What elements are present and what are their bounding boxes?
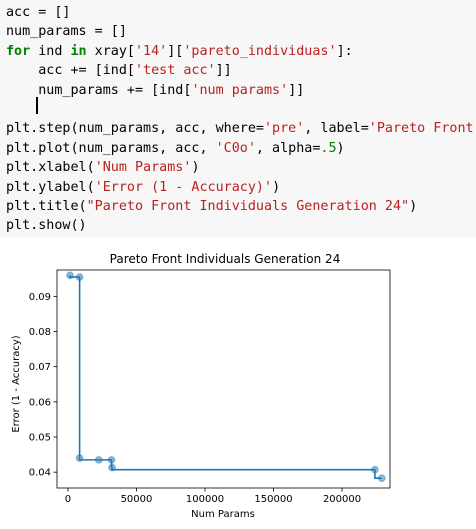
y-tick-label: 0.06 [29, 397, 51, 408]
code-token: , alpha= [255, 140, 321, 156]
code-token: ]: [336, 43, 353, 59]
code-token: ) [272, 179, 281, 195]
x-tick-label: 200000 [323, 494, 361, 505]
y-tick-label: 0.07 [29, 362, 51, 373]
data-point [75, 273, 84, 281]
code-token: ind [30, 43, 71, 59]
code-line [6, 100, 476, 119]
code-token: , label= [304, 121, 369, 137]
code-line: plt.ylabel('Error (1 - Accuracy)') [6, 178, 476, 197]
x-tick-label: 50000 [121, 494, 153, 505]
code-token: plt.title( [6, 198, 87, 214]
code-token: ) [409, 198, 418, 214]
code-token: 'Pareto Front' [368, 121, 476, 137]
code-token: plt.step(num_params, acc, where= [6, 121, 264, 137]
y-tick-label: 0.08 [29, 327, 51, 338]
code-token: plt.plot(num_params, acc, [6, 140, 216, 156]
code-token: 'Error (1 - Accuracy)' [94, 179, 273, 195]
code-token: 'Num Params' [94, 160, 192, 176]
y-tick-label: 0.04 [29, 468, 51, 479]
y-tick-label: 0.05 [29, 433, 51, 444]
code-line: for ind in xray['14']['pareto_individuas… [6, 42, 476, 61]
code-line: plt.title("Pareto Front Individuals Gene… [6, 197, 476, 216]
chart-svg: Pareto Front Individuals Generation 24 N… [11, 252, 391, 520]
code-line: plt.xlabel('Num Params') [6, 158, 476, 177]
code-token: "Pareto Front Individuals Generation 24" [86, 198, 410, 214]
code-token: acc += [ind[ [6, 63, 135, 79]
code-line: acc += [ind['test acc']] [6, 61, 476, 80]
code-token: num_params += [ind[ [6, 82, 192, 98]
code-line: plt.plot(num_params, acc, 'C0o', alpha=.… [6, 139, 476, 158]
code-token: for [6, 43, 31, 59]
code-token: in [70, 43, 87, 59]
chart-output: Pareto Front Individuals Generation 24 N… [0, 238, 476, 529]
chart-title: Pareto Front Individuals Generation 24 [110, 252, 341, 266]
y-axis-label: Error (1 - Accuracy) [11, 335, 22, 432]
x-axis-label: Num Params [191, 509, 255, 520]
x-tick-label: 100000 [186, 494, 224, 505]
code-token: ]] [288, 82, 305, 98]
y-tick-label: 0.09 [29, 292, 51, 303]
code-line: num_params = [] [6, 22, 476, 41]
data-point [66, 271, 74, 280]
data-point [75, 454, 84, 462]
code-token: acc = [] [6, 5, 71, 20]
code-token: num_params = [] [6, 24, 127, 40]
code-line: plt.step(num_params, acc, where='pre', l… [6, 119, 476, 138]
x-tick-label: 0 [65, 494, 71, 505]
data-point [371, 465, 379, 474]
data-point [108, 463, 116, 472]
code-token: ]] [215, 63, 232, 79]
code-token: 'C0o' [215, 140, 256, 156]
code-token: 'pareto_individuas' [183, 43, 337, 59]
code-token: plt.show() [6, 218, 87, 234]
code-token: 'test acc' [135, 63, 216, 79]
text-cursor [36, 97, 38, 114]
pareto-front-step-line [69, 275, 382, 479]
code-line: acc = [] [6, 3, 476, 22]
code-token: 'pre' [263, 121, 305, 137]
code-token: plt.ylabel( [6, 179, 95, 195]
code-line: plt.show() [6, 216, 476, 235]
code-token [6, 102, 14, 117]
code-token: xray[ [86, 43, 135, 59]
code-line: num_params += [ind['num params']] [6, 81, 476, 100]
x-tick-label: 150000 [254, 494, 292, 505]
data-point [107, 456, 116, 464]
code-editor[interactable]: acc = [] num_params = [] for ind in xray['… [6, 3, 476, 236]
code-token: '14' [135, 43, 168, 59]
code-token: ][ [167, 43, 184, 59]
code-token: ) [336, 140, 345, 156]
data-point [94, 456, 103, 464]
code-token: ) [191, 160, 200, 176]
plot-frame [56, 269, 391, 489]
data-point [377, 474, 386, 482]
code-token: plt.xlabel( [6, 160, 95, 176]
code-token: 'num params' [191, 82, 289, 98]
code-token: .5 [320, 140, 337, 156]
code-cell[interactable]: acc = [] num_params = [] for ind in xray['… [0, 0, 476, 238]
